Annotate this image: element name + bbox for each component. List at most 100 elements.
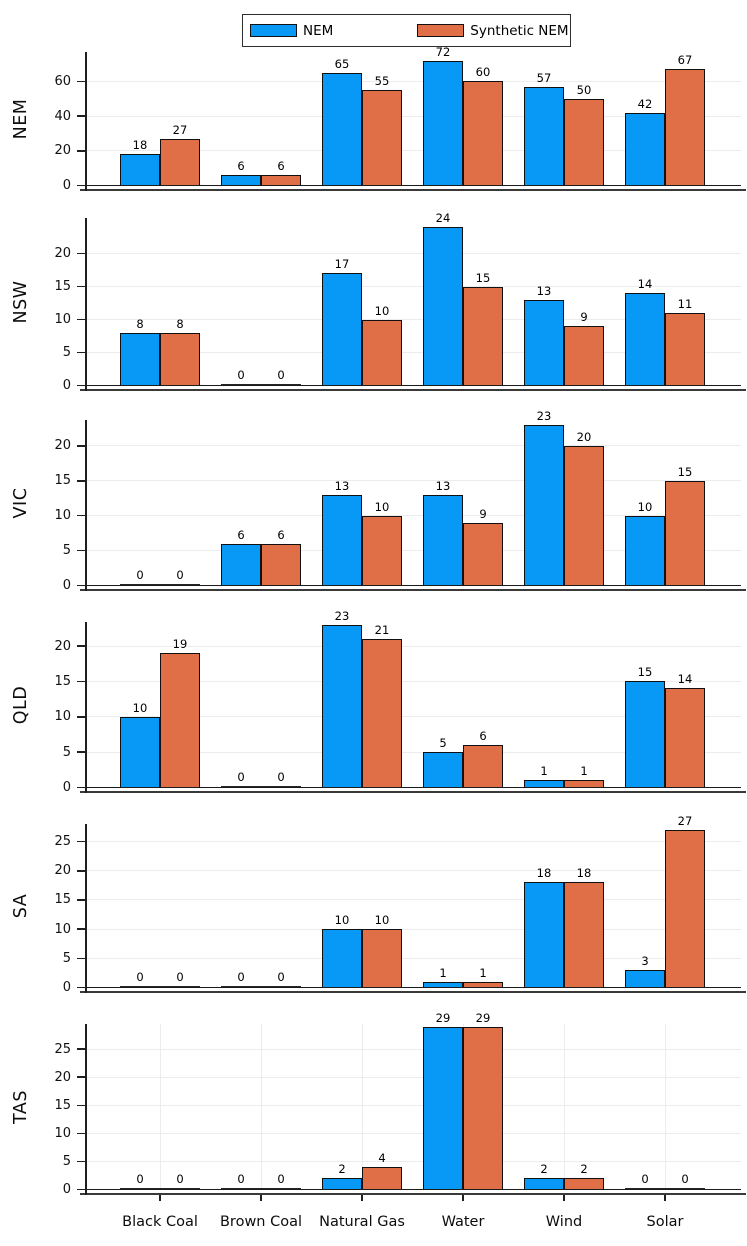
y-tick-label: 25 <box>54 1041 71 1057</box>
gridline <box>85 352 741 354</box>
panel-ylabel-tas: TAS <box>11 1089 31 1124</box>
gridline <box>85 480 741 482</box>
vertical-gridline <box>361 1024 363 1190</box>
bar-value-label: 9 <box>479 506 487 521</box>
gridline <box>85 445 741 447</box>
y-tick-label: 0 <box>62 578 71 593</box>
legend: NEM Synthetic NEM <box>242 14 571 47</box>
y-tick-label: 20 <box>54 1069 71 1085</box>
y-tick-mark <box>77 351 85 354</box>
zero-bar-nem-black-coal <box>120 583 160 586</box>
y-tick-label: 0 <box>62 780 71 795</box>
y-tick-label: 15 <box>54 279 71 295</box>
vertical-gridline <box>664 1024 666 1190</box>
bar-synthetic-water <box>463 745 503 788</box>
x-axis-line <box>80 188 746 191</box>
bar-value-label: 0 <box>176 567 184 582</box>
bar-value-label: 6 <box>277 159 285 174</box>
bar-value-label: 55 <box>374 74 390 89</box>
bar-value-label: 57 <box>536 70 552 85</box>
bar-synthetic-solar <box>665 829 705 988</box>
y-tick-mark <box>77 1160 85 1163</box>
y-axis-spine <box>85 1024 87 1195</box>
bar-synthetic-water <box>463 1026 503 1190</box>
bar-nem-wind <box>524 882 564 988</box>
bar-value-label: 72 <box>435 44 451 59</box>
bar-value-label: 3 <box>641 953 649 968</box>
x-axis-line <box>80 790 746 793</box>
bar-synthetic-solar <box>665 69 705 186</box>
y-axis-spine <box>85 824 87 993</box>
bar-nem-wind <box>524 424 564 586</box>
bar-value-label: 0 <box>237 969 245 984</box>
y-tick-label: 40 <box>54 108 71 124</box>
zero-bar-nem-black-coal <box>120 1187 160 1190</box>
zero-line <box>85 184 741 187</box>
bar-value-label: 23 <box>334 608 350 623</box>
gridline <box>85 550 741 552</box>
bar-value-label: 0 <box>136 969 144 984</box>
y-tick-label: 5 <box>62 950 71 966</box>
y-tick-mark <box>77 384 85 387</box>
bar-nem-solar <box>625 681 665 788</box>
bar-nem-water <box>423 60 463 186</box>
zero-bar-synthetic-black-coal <box>160 985 200 988</box>
y-tick-mark <box>77 150 85 152</box>
bar-value-label: 6 <box>237 159 245 174</box>
gridline <box>85 645 741 647</box>
y-tick-label: 10 <box>54 709 71 725</box>
bar-nem-wind <box>524 299 564 386</box>
zero-bar-nem-brown-coal <box>221 1187 261 1190</box>
y-axis-spine <box>85 52 87 191</box>
zero-bar-synthetic-black-coal <box>160 583 200 586</box>
y-tick-label: 20 <box>54 246 71 262</box>
bar-nem-water <box>423 494 463 586</box>
bar-synthetic-black-coal <box>160 653 200 788</box>
y-tick-mark <box>77 1188 85 1191</box>
panel-sa: 0 5 10 15 20 25 0 0 0 0 10 10 1 1 18 18 3 27 <box>54 814 746 995</box>
bar-value-label: 14 <box>677 672 693 687</box>
gridline <box>85 928 741 930</box>
bar-value-label: 1 <box>580 764 588 779</box>
gridline <box>85 870 741 872</box>
zero-bar-synthetic-black-coal <box>160 1187 200 1190</box>
y-tick-label: 0 <box>62 980 71 995</box>
bar-value-label: 10 <box>637 499 653 514</box>
legend-entry-nem: NEM <box>250 23 333 39</box>
panel-qld: 0 5 10 15 20 10 19 0 0 23 21 5 6 1 1 15 14 <box>54 609 746 795</box>
gridline <box>85 751 741 753</box>
y-tick-mark <box>77 680 85 683</box>
y-tick-mark <box>77 80 85 83</box>
y-tick-label: 25 <box>54 834 71 850</box>
legend-label-synthetic-nem: Synthetic NEM <box>470 22 569 39</box>
nem-series-swatch <box>250 24 297 37</box>
bar-value-label: 13 <box>536 283 552 298</box>
x-category-label-wind: Wind <box>545 1214 583 1230</box>
y-tick-label: 10 <box>54 1125 71 1141</box>
bar-synthetic-brown-coal <box>261 543 301 586</box>
bar-synthetic-solar <box>665 688 705 788</box>
x-tick-mark <box>159 1194 161 1201</box>
bar-nem-brown-coal <box>221 543 261 586</box>
zero-bar-nem-brown-coal <box>221 785 261 788</box>
bar-value-label: 4 <box>378 1151 386 1166</box>
y-axis-spine <box>85 420 87 591</box>
zero-line <box>85 384 741 387</box>
bar-value-label: 0 <box>277 1171 285 1186</box>
panel-vic: 0 5 10 15 20 0 0 6 6 13 10 13 9 23 20 10 15 <box>54 409 746 593</box>
bar-synthetic-water <box>463 286 503 386</box>
panel-ylabel-vic: VIC <box>11 487 31 519</box>
bar-value-label: 1 <box>439 965 447 980</box>
bar-value-label: 18 <box>536 866 552 881</box>
y-tick-mark <box>77 1132 85 1135</box>
y-tick-mark <box>77 1104 85 1107</box>
bar-value-label: 17 <box>334 257 350 272</box>
bar-nem-natural-gas <box>322 624 362 788</box>
x-axis-line <box>80 990 746 993</box>
y-tick-label: 60 <box>54 73 71 89</box>
bar-synthetic-wind <box>564 98 604 186</box>
gridline <box>85 1076 741 1078</box>
y-tick-mark <box>77 549 85 552</box>
bar-synthetic-wind <box>564 882 604 988</box>
